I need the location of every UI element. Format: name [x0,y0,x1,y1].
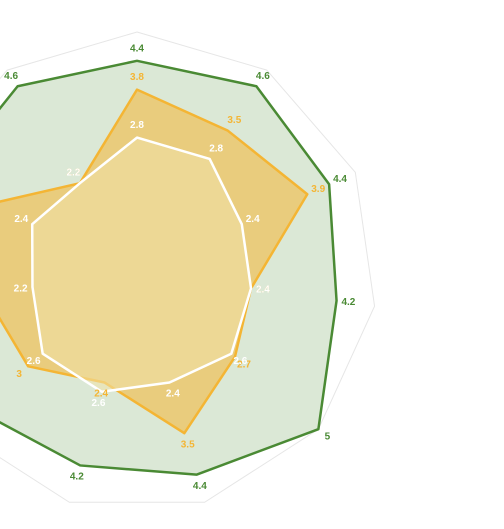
data-label: 2.2 [66,168,80,179]
series-area [30,136,253,393]
data-label: 4.4 [193,481,207,492]
data-label: 2.8 [130,120,144,131]
data-label: 2.4 [246,214,260,225]
data-label: 5 [325,432,331,443]
data-label: 3.5 [227,115,241,126]
data-label: 2.4 [14,214,28,225]
data-label: 4.6 [256,71,270,82]
data-label: 3.9 [311,184,325,195]
data-label: 2.2 [66,168,80,179]
grid-ring [0,31,376,503]
data-label: 4.4 [130,43,144,54]
data-label: 3.5 [181,439,195,450]
data-label: 2.7 [237,359,251,370]
data-label: 2.4 [256,285,270,296]
data-label: 2.6 [27,356,41,367]
data-label: 4.2 [70,472,84,483]
data-label: 2.2 [14,283,28,294]
data-label: 4.2 [341,297,355,308]
data-label: 2.4 [256,285,270,296]
data-label: 3.8 [130,72,144,83]
data-label: 2.6 [92,398,106,409]
data-label: 2.4 [94,389,108,400]
data-label: 4.4 [333,174,347,185]
data-label: 2.8 [209,143,223,154]
data-label: 2.6 [233,356,247,367]
data-label: 3 [16,369,22,380]
data-label: 4.6 [4,71,18,82]
data-label: 2.4 [166,389,180,400]
